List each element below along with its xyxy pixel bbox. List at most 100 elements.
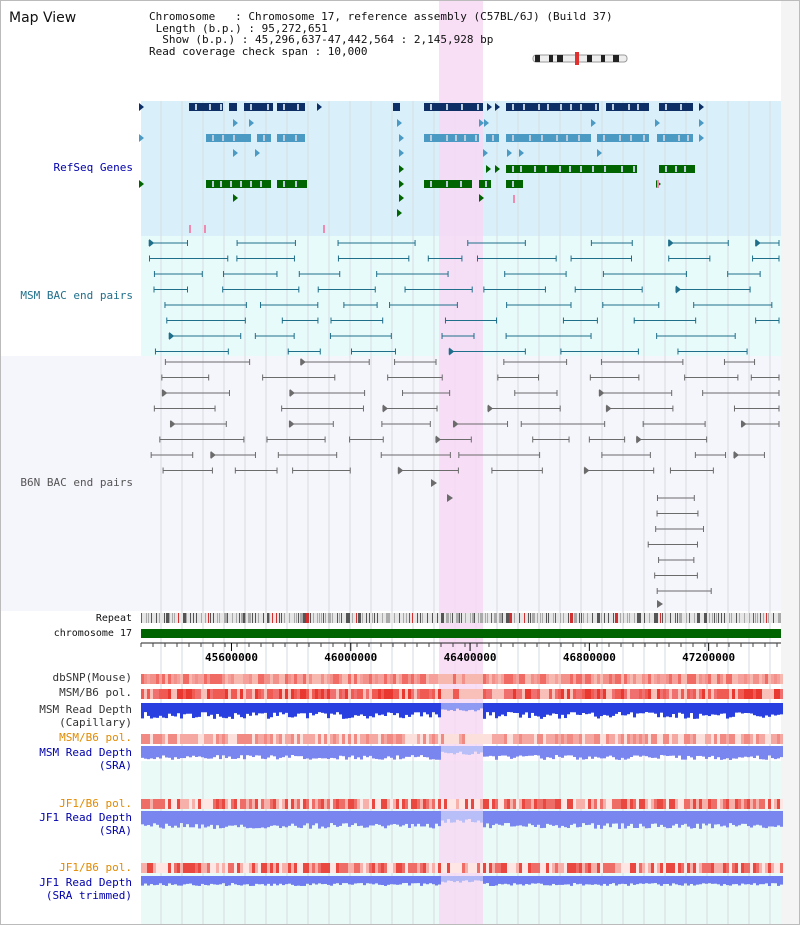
track-label-repeat[interactable]: Repeat <box>95 613 132 624</box>
jf1-pol-trimmed-track-cell <box>156 863 159 873</box>
repeat-element <box>166 613 169 623</box>
jf1-pol-track-cell <box>768 799 771 809</box>
msm-depth-sra-track-bar <box>180 746 183 759</box>
msm-pol-track-cell <box>489 689 492 699</box>
gene-exon-gap <box>559 166 561 172</box>
msm-pol-sra-track-cell <box>564 734 567 744</box>
jf1-pol-track-cell <box>447 799 450 809</box>
jf1-depth-trimmed-track-bar <box>507 876 510 885</box>
jf1-pol-track-cell <box>411 799 414 809</box>
msm-depth-sra-track-bar <box>732 746 735 759</box>
gene-exon-gap <box>233 135 235 141</box>
jf1-depth-trimmed-track-bar <box>588 876 591 885</box>
repeat-element <box>243 613 246 623</box>
jf1-depth-sra-track-bar <box>291 811 294 824</box>
jf1-depth-sra-track-bar <box>201 811 204 825</box>
gene-arrow <box>699 119 704 127</box>
repeat-element <box>248 613 251 623</box>
msm-depth-capillary-track-bar <box>291 703 294 718</box>
jf1-pol-track-cell <box>171 799 174 809</box>
jf1-depth-trimmed-track <box>141 876 783 886</box>
jf1-pol-trimmed-track-cell <box>447 863 450 873</box>
jf1-pol-track-cell <box>585 799 588 809</box>
repeat-element <box>417 613 418 623</box>
msm-depth-capillary-track-bar <box>513 703 516 713</box>
track-label-jf1-depth-trimmed[interactable]: JF1 Read Depth (SRA trimmed) <box>39 876 132 902</box>
gene-block <box>393 103 400 111</box>
jf1-pol-trimmed-track-cell <box>387 863 390 873</box>
track-label-msm-pol[interactable]: MSM/B6 pol. <box>59 686 132 699</box>
jf1-pol-track-cell <box>576 799 579 809</box>
repeat-element <box>474 613 475 623</box>
track-label-jf1-depth-sra[interactable]: JF1 Read Depth (SRA) <box>39 811 132 837</box>
jf1-depth-sra-track-bar <box>168 811 171 826</box>
gene-arrow <box>139 103 144 111</box>
track-label-msm-bac[interactable]: MSM BAC end pairs <box>20 289 133 302</box>
jf1-pol-track-cell <box>201 799 204 809</box>
msm-depth-sra-track-bar <box>450 746 453 754</box>
gene-arrow <box>484 119 489 127</box>
msm-depth-capillary-track-bar <box>441 703 444 710</box>
jf1-depth-trimmed-track-bar <box>765 876 768 884</box>
jf1-pol-trimmed-track-cell <box>633 863 636 873</box>
repeat-element <box>205 613 206 623</box>
repeat-element <box>760 613 761 623</box>
jf1-depth-trimmed-track-bar <box>696 876 699 885</box>
msm-depth-sra-track-bar <box>525 746 528 757</box>
track-label-dbsnp[interactable]: dbSNP(Mouse) <box>52 671 132 684</box>
show-range-info[interactable]: Show (b.p.) : 45,296,637-47,442,564 : 2,… <box>149 33 494 46</box>
jf1-depth-sra-track-bar <box>429 811 432 828</box>
msm-depth-capillary-track-bar <box>378 703 381 716</box>
dbsnp-track-cell <box>738 674 741 684</box>
jf1-depth-trimmed-track-bar <box>531 876 534 884</box>
repeat-element <box>506 613 509 623</box>
jf1-pol-trimmed-track-cell <box>270 863 273 873</box>
jf1-depth-sra-track-bar <box>222 811 225 828</box>
dbsnp-track-cell <box>195 674 198 684</box>
dbsnp-track-cell <box>747 674 750 684</box>
track-label-jf1-pol-trimmed[interactable]: JF1/B6 pol. <box>59 861 132 874</box>
jf1-depth-sra-track-bar <box>501 811 504 826</box>
msm-depth-capillary-track-bar <box>390 703 393 713</box>
jf1-pol-trimmed-track-cell <box>555 863 558 873</box>
msm-pol-sra-track-cell <box>252 734 255 744</box>
jf1-depth-trimmed-track-bar <box>711 876 714 884</box>
track-label-refseq[interactable]: RefSeq Genes <box>53 161 133 174</box>
jf1-pol-track-cell <box>672 799 675 809</box>
b6n-bac-marker <box>431 479 437 487</box>
msm-depth-sra-track-bar <box>285 746 288 756</box>
jf1-depth-sra-track-bar <box>243 811 246 827</box>
jf1-depth-sra-track-bar <box>573 811 576 824</box>
jf1-depth-sra-track-bar <box>513 811 516 827</box>
jf1-pol-trimmed-track-cell <box>288 863 291 873</box>
repeat-element <box>686 613 687 623</box>
dbsnp-track-cell <box>459 674 462 684</box>
gene-block <box>506 165 637 173</box>
msm-pol-sra-track-cell <box>327 734 330 744</box>
gene-exon-gap <box>534 166 536 172</box>
msm-depth-capillary-track-bar <box>219 703 222 717</box>
dbsnp-track-cell <box>762 674 765 684</box>
jf1-depth-sra-track-bar <box>450 811 453 823</box>
dbsnp-track-cell <box>531 674 534 684</box>
jf1-depth-trimmed-track-bar <box>750 876 753 885</box>
track-label-msm-depth-capillary[interactable]: MSM Read Depth (Capillary) <box>39 703 132 729</box>
jf1-depth-trimmed-track-bar <box>738 876 741 886</box>
b6n-bac-marker <box>162 389 168 397</box>
track-label-b6n-bac[interactable]: B6N BAC end pairs <box>20 476 133 489</box>
msm-pol-sra-track-cell <box>141 734 144 744</box>
repeat-element <box>420 613 421 623</box>
jf1-pol-trimmed-track-cell <box>171 863 174 873</box>
msm-depth-sra-track-bar <box>489 746 492 756</box>
track-label-jf1-pol[interactable]: JF1/B6 pol. <box>59 797 132 810</box>
jf1-depth-sra-track-bar <box>687 811 690 827</box>
jf1-depth-trimmed-track-bar <box>330 876 333 886</box>
repeat-element <box>267 613 270 623</box>
jf1-depth-sra-track-bar <box>213 811 216 829</box>
track-label-msm-pol-sra[interactable]: MSM/B6 pol. <box>59 731 132 744</box>
jf1-pol-trimmed-track-cell <box>630 863 633 873</box>
track-label-msm-depth-sra[interactable]: MSM Read Depth (SRA) <box>39 746 132 772</box>
msm-depth-capillary-track-bar <box>675 703 678 718</box>
repeat-element <box>514 613 515 623</box>
